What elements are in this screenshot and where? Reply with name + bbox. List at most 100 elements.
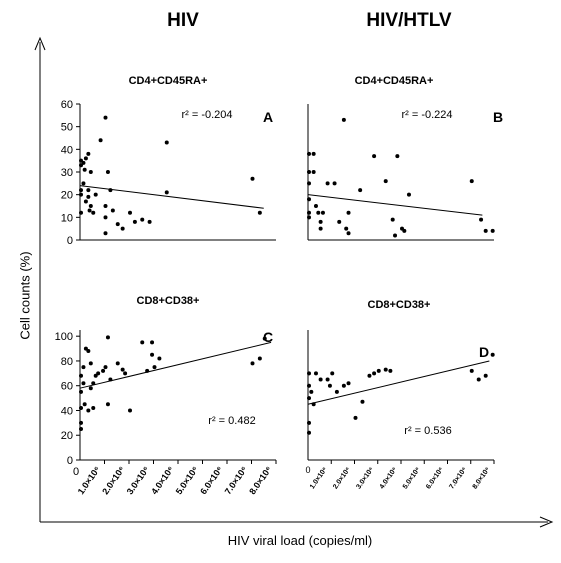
panel-d-x-tick-label: 5.0×10⁶	[402, 466, 422, 490]
panel-d-data-point	[307, 396, 311, 401]
panel-c-y-tick-label: 60	[61, 381, 73, 393]
panel-b-data-point	[395, 154, 400, 159]
panel-c-y-tick-label: 0	[67, 455, 73, 467]
panel-c-data-point	[115, 361, 120, 366]
panel-b-data-point	[307, 151, 311, 156]
panel-d-data-point	[388, 368, 393, 373]
panel-b-data-point	[311, 170, 316, 174]
panel-c-data-point	[123, 371, 128, 376]
panel-d-data-point	[346, 381, 351, 386]
panel-c-data-point	[83, 346, 88, 351]
panel-a-data-point	[88, 170, 93, 174]
panel-a-y-tick-label: 50	[61, 122, 73, 134]
panel-d-data-point	[367, 373, 372, 378]
panel-b-data-point	[402, 228, 407, 233]
outer-x-axis-arrow	[539, 516, 554, 528]
panel-a-data-point	[132, 219, 137, 224]
panel-a-data-point	[103, 215, 108, 220]
panel-d-data-point	[483, 373, 488, 378]
panel-d-r2-label: r² = 0.536	[404, 425, 451, 437]
panel-a-data-point	[110, 208, 115, 213]
panel-b-data-point	[307, 197, 311, 202]
panel-c-title: CD8+CD38+	[137, 295, 200, 307]
panel-c-x-tick-label: 1.0×10⁶	[76, 464, 103, 496]
panel-d-data-point	[307, 430, 311, 435]
panel-a-title: CD4+CD45RA+	[129, 75, 208, 87]
panel-c-r2-label: r² = 0.482	[208, 415, 255, 427]
panel-d-data-point	[372, 371, 377, 376]
panel-a-data-point	[140, 217, 145, 222]
panel-a-data-point	[115, 222, 120, 227]
panel-b-data-point	[316, 210, 321, 215]
panel-a-y-tick-label: 20	[61, 190, 73, 202]
panel-b-data-point	[318, 226, 323, 231]
panel-b-data-point	[490, 228, 495, 233]
panel-a-data-point	[164, 140, 169, 145]
panel-b-data-point	[479, 217, 484, 222]
panel-b-data-point	[406, 192, 411, 197]
panel-a-data-point	[103, 204, 108, 208]
panel-d-title: CD8+CD38+	[368, 299, 431, 311]
panel-d-x-origin-label: 0	[305, 465, 310, 475]
panel-d-data-point	[490, 352, 495, 357]
panel-b-data-point	[337, 219, 342, 224]
panel-d-x-tick-label: 1.0×10⁶	[309, 466, 329, 490]
x-axis-title: HIV viral load (copies/ml)	[227, 533, 373, 548]
panel-d-x-tick-label: 7.0×10⁶	[448, 466, 468, 490]
panel-d-data-point	[327, 383, 332, 388]
panel-c-data-point	[86, 408, 91, 413]
panel-a-fit-line	[79, 185, 264, 209]
panel-d-data-point	[313, 371, 318, 376]
panel-c-data-point	[145, 368, 150, 373]
panel-d-x-tick-label: 2.0×10⁶	[332, 466, 352, 490]
panel-d-x-tick-label: 8.0×10⁶	[472, 466, 492, 490]
panel-a-data-point	[108, 188, 113, 193]
panel-d-data-point	[376, 368, 381, 373]
panel-c-data-point	[79, 406, 83, 410]
panel-d-data-point	[318, 377, 323, 382]
panel-b-data-point	[311, 151, 316, 156]
panel-a-data-point	[83, 199, 88, 204]
panel-c-data-point	[81, 365, 86, 370]
panel-d-data-point	[341, 383, 346, 388]
panel-b-data-point	[483, 228, 488, 233]
panel-a-r2-label: r² = -0.204	[181, 109, 232, 121]
panel-d-data-point	[325, 377, 330, 382]
panel-b-data-point	[307, 215, 311, 220]
panel-a-data-point	[164, 190, 169, 195]
panel-b-data-point	[346, 210, 351, 215]
panel-c-y-tick-label: 100	[55, 331, 73, 343]
panel-c-x-tick-label: 6.0×10⁶	[198, 464, 225, 496]
panel-a-data-point	[79, 210, 83, 215]
panel-c-data-point	[88, 386, 93, 391]
panel-c-data-point	[250, 361, 255, 366]
panel-d-fit-line	[307, 360, 490, 405]
panel-b-r2-label: r² = -0.224	[401, 109, 452, 121]
panel-d-letter: D	[479, 344, 489, 360]
panel-c-data-point	[105, 402, 110, 407]
panel-a-y-tick-label: 60	[61, 99, 73, 111]
panel-a-data-point	[103, 231, 108, 236]
panel-c-data-point	[91, 406, 96, 410]
panel-b-data-point	[307, 181, 311, 186]
panel-d-x-tick-label: 6.0×10⁶	[425, 466, 445, 490]
panel-a-data-point	[83, 156, 88, 161]
panel-a-data-point	[88, 204, 93, 208]
panel-a-data-point	[98, 138, 103, 143]
panel-b-data-point	[344, 226, 349, 231]
panel-b-data-point	[313, 204, 318, 208]
panel-c-data-point	[105, 335, 110, 340]
panel-a-data-point	[86, 188, 91, 193]
panel-c-fit-line	[79, 341, 272, 389]
panel-a-y-tick-label: 10	[61, 212, 73, 224]
panel-c-data-point	[82, 402, 87, 407]
panel-c-data-point	[128, 408, 132, 413]
panel-d-x-tick-label: 3.0×10⁶	[355, 466, 375, 490]
panel-c-data-point	[257, 356, 262, 361]
panel-a-data-point	[81, 160, 86, 165]
panel-c-x-tick-label: 8.0×10⁶	[247, 464, 274, 496]
panel-c-data-point	[96, 371, 101, 376]
panel-a-data-point	[81, 181, 86, 186]
panel-c-data-point	[108, 377, 113, 382]
